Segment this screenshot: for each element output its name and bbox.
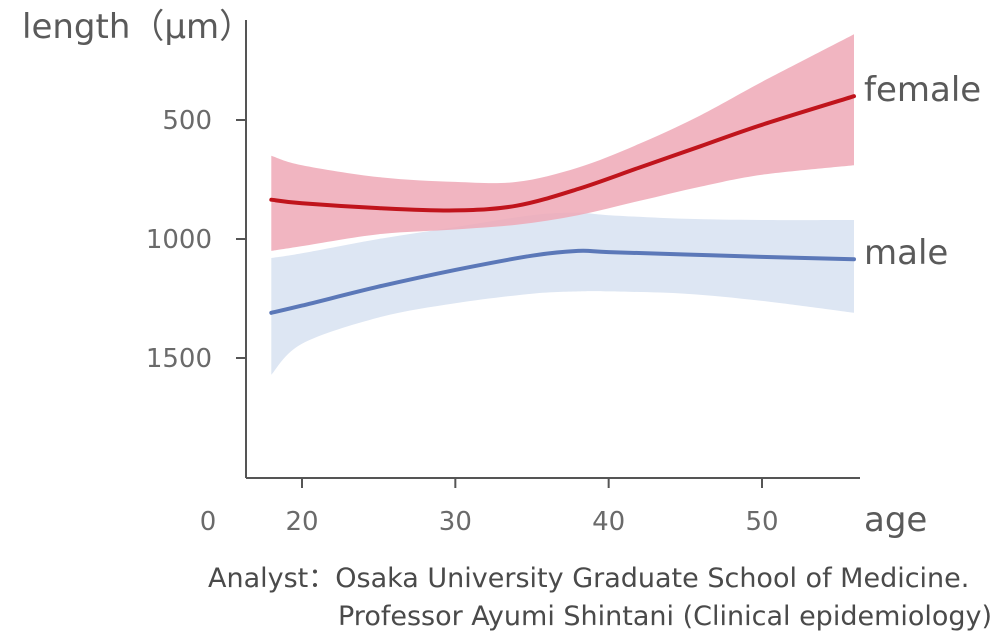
x-tick-label-30: 30 bbox=[439, 507, 472, 537]
y-axis-label: length（μm） bbox=[22, 7, 253, 47]
chart: length（μm） 500 1000 1500 20 30 40 50 male femal… bbox=[22, 7, 981, 540]
y-tick-label-1000: 1000 bbox=[146, 225, 212, 255]
x-origin-label: 0 bbox=[200, 507, 217, 537]
y-tick-label-1500: 1500 bbox=[146, 344, 212, 374]
credit-analyst: Analyst：Osaka University Graduate School… bbox=[208, 563, 970, 594]
credit-professor: Professor Ayumi Shintani (Clinical epide… bbox=[338, 601, 993, 632]
x-axis-label: age bbox=[864, 500, 927, 540]
series-label-male: male bbox=[864, 233, 948, 273]
line-female bbox=[269, 94, 856, 213]
line-male bbox=[269, 248, 856, 315]
series-labels: male female bbox=[864, 70, 981, 273]
axes bbox=[236, 20, 860, 488]
band-male bbox=[271, 212, 854, 375]
x-tick-label-50: 50 bbox=[745, 507, 778, 537]
confidence-bands bbox=[271, 34, 854, 375]
y-tick-label-500: 500 bbox=[162, 106, 212, 136]
band-female bbox=[271, 34, 854, 251]
series-label-female: female bbox=[864, 70, 981, 110]
series-lines bbox=[269, 94, 856, 315]
tick-labels: 500 1000 1500 20 30 40 50 bbox=[146, 106, 779, 537]
x-tick-label-20: 20 bbox=[285, 507, 318, 537]
x-tick-label-40: 40 bbox=[592, 507, 625, 537]
